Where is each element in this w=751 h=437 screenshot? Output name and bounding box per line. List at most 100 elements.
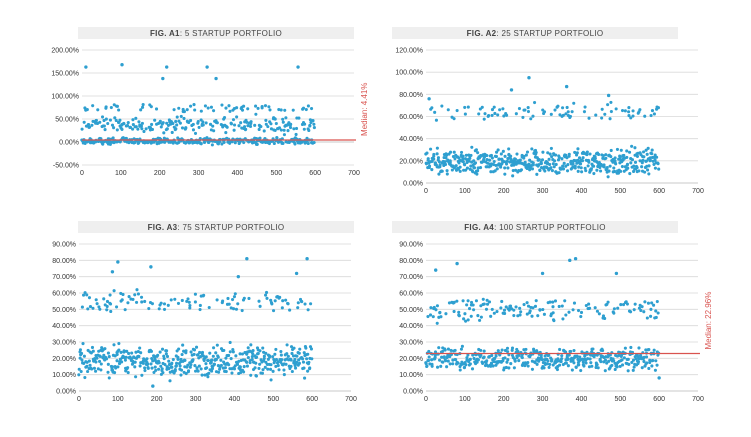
scatter-point	[556, 104, 560, 108]
scatter-point	[541, 150, 545, 154]
scatter-point	[193, 300, 197, 304]
scatter-point	[138, 364, 142, 368]
y-tick-label: 70.00%	[399, 274, 423, 281]
scatter-point	[179, 357, 183, 362]
scatter-point	[254, 374, 259, 378]
scatter-point	[308, 367, 312, 371]
scatter-point	[297, 361, 301, 365]
scatter-point	[104, 357, 109, 361]
scatter-point	[615, 365, 619, 369]
scatter-point	[304, 107, 308, 112]
scatter-point	[245, 120, 249, 124]
scatter-point	[504, 162, 509, 166]
scatter-point	[627, 362, 631, 366]
chart-title-figure-number: FIG. A3	[148, 223, 178, 232]
scatter-point	[452, 117, 456, 121]
scatter-point	[233, 292, 237, 296]
scatter-point	[209, 105, 213, 109]
scatter-point	[464, 363, 468, 367]
scatter-point	[459, 347, 463, 351]
scatter-point	[579, 310, 584, 315]
scatter-point	[526, 364, 530, 368]
scatter-point	[290, 369, 294, 374]
scatter-point	[221, 299, 225, 303]
x-tick-label: 400	[229, 396, 241, 403]
scatter-point	[557, 155, 561, 159]
scatter-point	[265, 296, 269, 300]
scatter-point	[430, 168, 434, 172]
scatter-point	[86, 307, 90, 311]
scatter-point	[133, 365, 137, 369]
scatter-point	[201, 120, 205, 124]
scatter-point	[170, 365, 174, 369]
scatter-point	[257, 299, 261, 303]
scatter-point	[425, 364, 429, 368]
scatter-point	[443, 160, 447, 164]
scatter-point	[520, 356, 524, 360]
scatter-point	[461, 299, 465, 303]
scatter-point	[279, 349, 283, 354]
scatter-point	[463, 163, 467, 167]
scatter-point	[430, 358, 434, 362]
scatter-point	[492, 159, 496, 164]
scatter-point	[199, 355, 203, 359]
scatter-point	[243, 125, 247, 129]
scatter-point	[429, 306, 433, 310]
scatter-point	[146, 366, 150, 370]
scatter-point	[273, 128, 277, 132]
scatter-point	[297, 116, 301, 120]
scatter-point	[530, 167, 535, 171]
scatter-point	[638, 108, 642, 112]
scatter-point	[582, 364, 586, 368]
scatter-point	[514, 112, 518, 116]
scatter-point	[593, 156, 597, 161]
scatter-point	[233, 123, 237, 127]
scatter-point	[142, 129, 146, 134]
scatter-point	[579, 162, 583, 166]
scatter-point	[500, 299, 504, 303]
x-tick-label: 0	[424, 396, 428, 403]
scatter-point	[466, 353, 470, 357]
scatter-point	[442, 355, 446, 359]
scatter-point	[655, 300, 659, 304]
scatter-point	[556, 357, 560, 361]
scatter-point	[90, 367, 94, 371]
scatter-point	[455, 299, 459, 303]
scatter-point	[599, 360, 603, 364]
scatter-point	[159, 301, 163, 305]
scatter-point	[303, 302, 307, 306]
scatter-point	[490, 156, 494, 160]
scatter-point	[433, 110, 437, 114]
scatter-point	[80, 351, 84, 356]
scatter-point	[297, 358, 301, 362]
scatter-point	[493, 356, 497, 361]
scatter-point	[308, 118, 312, 122]
scatter-point	[162, 357, 166, 361]
scatter-point	[568, 114, 572, 118]
scatter-series	[80, 63, 316, 147]
scatter-point	[472, 308, 476, 312]
scatter-point	[650, 109, 655, 113]
y-tick-label: 0.00%	[56, 389, 76, 396]
scatter-point	[542, 366, 546, 370]
scatter-point	[631, 114, 635, 118]
scatter-point	[248, 124, 253, 129]
scatter-point	[632, 308, 636, 312]
scatter-point	[550, 155, 554, 159]
scatter-point	[112, 103, 116, 107]
scatter-point	[131, 127, 135, 131]
scatter-point	[587, 365, 592, 369]
scatter-point	[173, 297, 177, 301]
scatter-point	[523, 160, 527, 164]
scatter-point	[82, 354, 86, 358]
scatter-point	[282, 373, 286, 377]
scatter-point	[285, 343, 289, 347]
scatter-point	[258, 349, 262, 353]
scatter-point	[292, 127, 296, 131]
scatter-point	[490, 108, 495, 112]
x-tick-label: 300	[190, 396, 202, 403]
scatter-point	[307, 360, 311, 364]
x-tick-label: 100	[459, 396, 471, 403]
scatter-point	[104, 105, 108, 109]
scatter-point	[485, 298, 489, 302]
